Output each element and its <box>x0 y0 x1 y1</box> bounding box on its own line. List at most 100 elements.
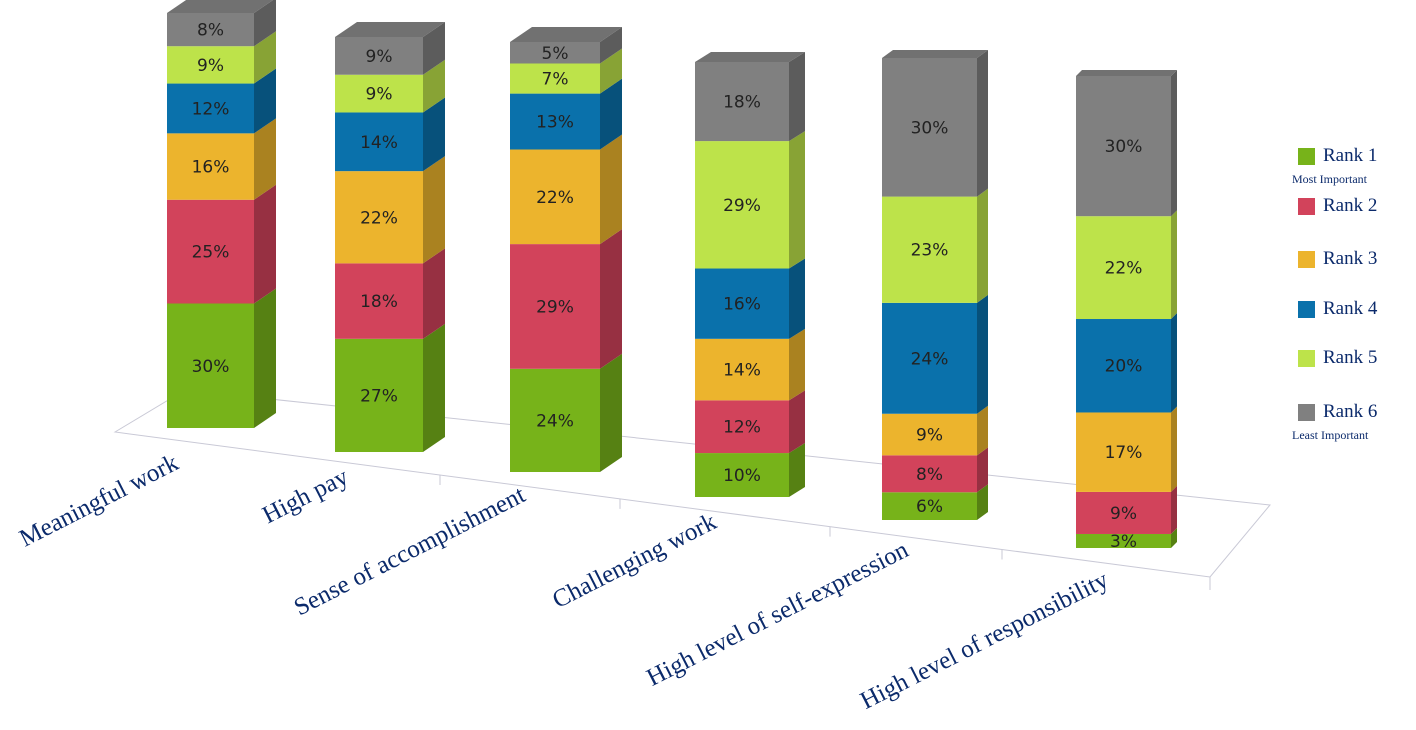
bar-segment-side <box>423 22 445 75</box>
bar-segment-side <box>423 156 445 264</box>
bar-segment-rank-5: 7% <box>510 48 622 94</box>
bar-segment-front <box>510 368 600 472</box>
category-label-meaningful-work: Meaningful work <box>15 449 183 552</box>
bar-top-face <box>882 50 988 58</box>
bar-segment-side <box>254 0 276 47</box>
bar-segment-rank-3: 22% <box>335 156 445 264</box>
bar-segment-rank-6: 5% <box>510 27 622 64</box>
bar-segment-side <box>600 27 622 64</box>
bar-segment-side <box>423 97 445 172</box>
bar-segment-rank-3: 9% <box>882 405 988 456</box>
bar-segment-rank-1: 27% <box>335 323 445 452</box>
bar-segment-front <box>695 62 789 142</box>
data-label: 30% <box>1105 137 1143 157</box>
data-label: 8% <box>197 21 224 41</box>
bar-segment-rank-6: 9% <box>335 22 445 75</box>
legend-label-rank-4: Rank 4 <box>1323 298 1378 319</box>
bar-segment-rank-2: 18% <box>335 248 445 339</box>
bar-segment-rank-3: 17% <box>1076 406 1177 492</box>
bar-segment-rank-6: 18% <box>695 52 805 142</box>
bar-segment-front <box>882 196 977 303</box>
bar-segment-front <box>335 37 423 75</box>
bar-segment-rank-3: 16% <box>167 118 276 200</box>
bar-top-face <box>1076 70 1177 76</box>
data-label: 20% <box>1105 357 1143 377</box>
data-label: 12% <box>723 418 761 438</box>
bar-segment-rank-4: 20% <box>1076 313 1177 413</box>
bar-segment-rank-1: 10% <box>695 443 805 497</box>
bar-top-face <box>167 0 274 13</box>
bar-segment-side <box>254 68 276 134</box>
bar-segment-rank-5: 9% <box>335 59 445 113</box>
bar-segment-side <box>254 288 276 428</box>
category-label-high-level-of-self-expression: High level of self-expression <box>643 536 914 692</box>
bar-segment-front <box>1076 533 1171 548</box>
bar-segment-side <box>789 258 805 339</box>
bar-segment-front <box>1076 216 1171 320</box>
bar-segment-side <box>977 188 988 303</box>
bar-segment-front <box>1076 319 1171 413</box>
bar-segment-front <box>695 453 789 497</box>
bar-segment-front <box>510 149 600 245</box>
data-label: 7% <box>542 70 569 90</box>
bar-segment-front <box>510 244 600 369</box>
bar-segment-front <box>1076 412 1171 492</box>
bar-top-face <box>335 22 445 37</box>
bar-column-high-level-of-responsibility: 3% 9% 17% 20% 22% 30% <box>1076 70 1177 552</box>
bar-segment-side <box>600 134 622 245</box>
category-label-sense-of-accomplishment: Sense of accomplishment <box>290 481 530 621</box>
bar-segment-front <box>335 112 423 172</box>
legend-swatch-rank-6 <box>1298 404 1315 421</box>
bar-segment-rank-4: 16% <box>695 258 805 339</box>
category-label-high-level-of-responsibility: High level of responsibility <box>856 566 1113 715</box>
bar-column-high-level-of-self-expression: 6% 8% 9% 24% 23% 30% <box>882 50 988 520</box>
bar-segment-front <box>695 141 789 269</box>
data-label: 10% <box>723 466 761 486</box>
data-label: 16% <box>192 158 230 178</box>
bar-segment-rank-1: 3% <box>1076 527 1177 552</box>
bar-segment-side <box>789 52 805 142</box>
data-label: 30% <box>192 357 230 377</box>
data-label: 14% <box>723 361 761 381</box>
bar-segment-side <box>977 447 988 493</box>
bar-segment-side <box>1171 527 1177 548</box>
bar-segment-side <box>600 229 622 369</box>
bar-segment-side <box>789 131 805 269</box>
bar-segment-rank-4: 24% <box>882 294 988 414</box>
bar-segment-front <box>1076 491 1171 534</box>
bar-segment-rank-3: 22% <box>510 134 622 245</box>
bar-segment-front <box>167 46 254 84</box>
data-label: 23% <box>911 241 949 261</box>
bar-segment-side <box>977 50 988 197</box>
bar-segment-rank-6: 8% <box>167 0 276 47</box>
bar-segment-rank-2: 9% <box>1076 485 1177 534</box>
legend-swatch-rank-1 <box>1298 148 1315 165</box>
bar-segment-side <box>789 443 805 497</box>
legend-note-least-important: Least Important <box>1292 428 1369 442</box>
bar-segment-rank-2: 8% <box>882 447 988 493</box>
bar-segment-rank-6: 30% <box>1076 70 1177 217</box>
bar-segment-rank-2: 25% <box>167 184 276 304</box>
data-label: 24% <box>911 349 949 369</box>
bar-segment-side <box>600 48 622 94</box>
bar-segment-side <box>600 78 622 150</box>
data-label: 29% <box>536 297 574 317</box>
bar-top-face <box>695 52 805 62</box>
data-label: 25% <box>192 243 230 263</box>
bar-segment-side <box>1171 210 1177 320</box>
bar-segment-front <box>695 338 789 401</box>
bar-segment-rank-1: 6% <box>882 484 988 520</box>
bar-segment-front <box>882 302 977 414</box>
data-label: 29% <box>723 196 761 216</box>
bar-segment-side <box>977 484 988 520</box>
data-label: 17% <box>1105 443 1143 463</box>
bar-segment-side <box>423 248 445 339</box>
bar-segment-front <box>167 13 254 47</box>
data-label: 18% <box>723 93 761 113</box>
bar-segment-rank-1: 24% <box>510 353 622 472</box>
bar-segment-side <box>1171 313 1177 413</box>
data-label: 9% <box>916 426 943 446</box>
data-label: 16% <box>723 295 761 315</box>
bar-segment-front <box>167 303 254 428</box>
